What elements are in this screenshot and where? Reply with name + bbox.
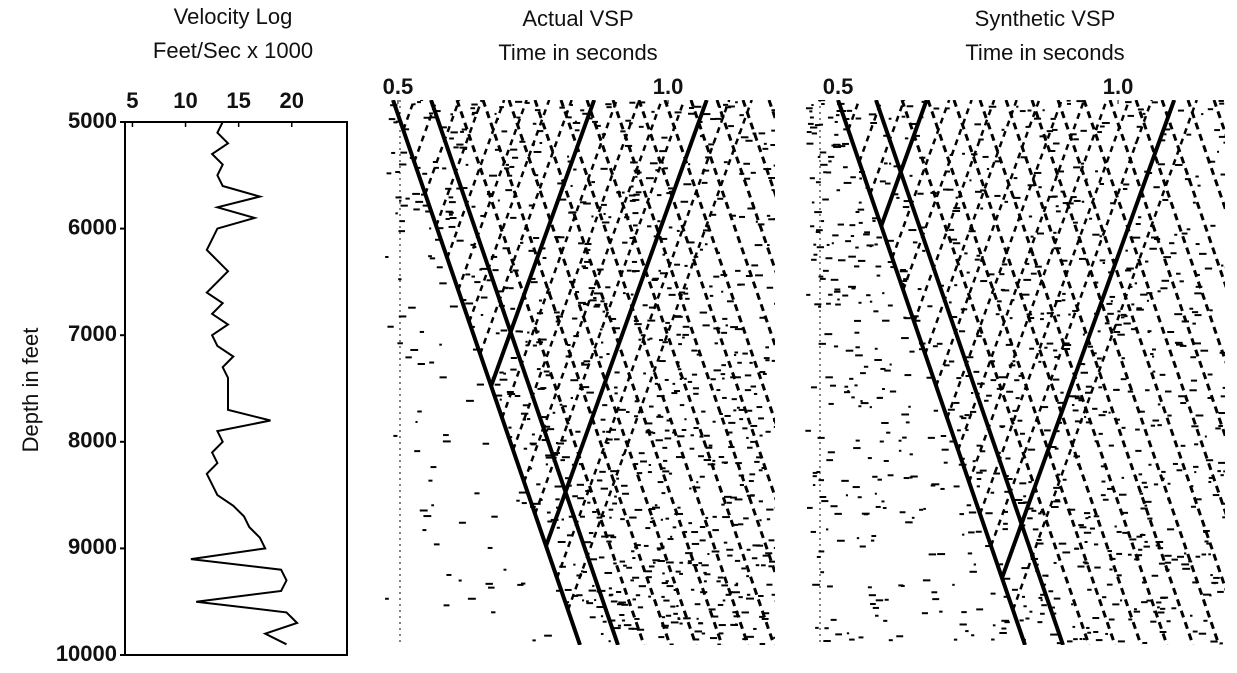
trace-event bbox=[967, 100, 1108, 483]
x-tick-label: 1.0 bbox=[653, 74, 684, 99]
trace-event bbox=[934, 100, 1041, 387]
vsp-image bbox=[805, 100, 1225, 645]
trace-event bbox=[1160, 100, 1225, 289]
trace-event bbox=[891, 100, 951, 259]
trace-event bbox=[507, 100, 698, 645]
y-tick-label: 10000 bbox=[56, 641, 117, 666]
chart-title: Synthetic VSP bbox=[975, 6, 1116, 31]
trace-event bbox=[923, 100, 1018, 355]
velocity-line bbox=[190, 121, 299, 646]
trace-event bbox=[566, 100, 753, 611]
trace-event bbox=[1056, 100, 1225, 592]
trace-event bbox=[1011, 100, 1198, 611]
x-tick-label: 1.0 bbox=[1103, 74, 1134, 99]
trace-event bbox=[1004, 100, 1195, 645]
trace-event bbox=[481, 100, 672, 645]
trace-event bbox=[544, 100, 709, 547]
trace-event bbox=[945, 100, 1063, 419]
trace-event bbox=[926, 100, 1117, 645]
trace-event bbox=[637, 100, 775, 501]
trace-event bbox=[585, 100, 775, 645]
trace-event bbox=[847, 100, 861, 131]
trace-event bbox=[522, 100, 663, 483]
trace-event bbox=[500, 100, 618, 419]
trace-event bbox=[989, 100, 1153, 547]
trace-event bbox=[555, 100, 731, 579]
trace-event bbox=[689, 100, 775, 350]
trace-event bbox=[424, 100, 461, 195]
chart-subtitle: Time in seconds bbox=[498, 40, 657, 65]
x-tick-label: 15 bbox=[226, 88, 250, 113]
trace-event bbox=[1000, 100, 1177, 579]
plot-frame bbox=[124, 121, 348, 656]
chart-title: Velocity Log bbox=[174, 4, 293, 29]
trace-event bbox=[978, 100, 1131, 515]
x-tick-label: 20 bbox=[280, 88, 304, 113]
chart-subtitle: Time in seconds bbox=[965, 40, 1124, 65]
trace-event bbox=[402, 100, 416, 131]
trace-event bbox=[457, 100, 528, 291]
trace-event bbox=[1082, 100, 1225, 516]
trace-event bbox=[533, 100, 686, 515]
trace-event bbox=[391, 100, 582, 645]
trace-event bbox=[478, 100, 573, 355]
trace-event bbox=[836, 100, 1027, 645]
trace-event bbox=[533, 100, 724, 645]
chart-title: Actual VSP bbox=[522, 6, 633, 31]
y-tick-label: 5000 bbox=[68, 108, 117, 133]
x-tick-label: 0.5 bbox=[383, 74, 414, 99]
y-axis-label: Depth in feet bbox=[18, 328, 43, 453]
vsp-image bbox=[385, 100, 775, 645]
y-tick-label: 9000 bbox=[68, 534, 117, 559]
trace-event bbox=[879, 100, 929, 227]
x-tick-label: 10 bbox=[173, 88, 197, 113]
y-tick-label: 8000 bbox=[68, 428, 117, 453]
trace-event bbox=[1134, 100, 1225, 365]
y-tick-label: 6000 bbox=[68, 214, 117, 239]
trace-event bbox=[900, 100, 1091, 645]
x-tick-label: 5 bbox=[126, 88, 138, 113]
trace-event bbox=[511, 100, 641, 451]
trace-event bbox=[446, 100, 506, 259]
trace-event bbox=[715, 100, 775, 274]
trace-event bbox=[435, 100, 483, 227]
trace-event bbox=[956, 100, 1086, 451]
x-tick-label: 0.5 bbox=[823, 74, 854, 99]
trace-event bbox=[559, 100, 750, 645]
trace-event bbox=[455, 100, 646, 645]
trace-event bbox=[978, 100, 1169, 645]
y-tick-label: 7000 bbox=[68, 321, 117, 346]
trace-event bbox=[902, 100, 973, 291]
trace-event bbox=[489, 100, 597, 387]
trace-event bbox=[1186, 100, 1225, 213]
trace-event bbox=[869, 100, 906, 195]
chart-subtitle: Feet/Sec x 1000 bbox=[153, 38, 313, 63]
